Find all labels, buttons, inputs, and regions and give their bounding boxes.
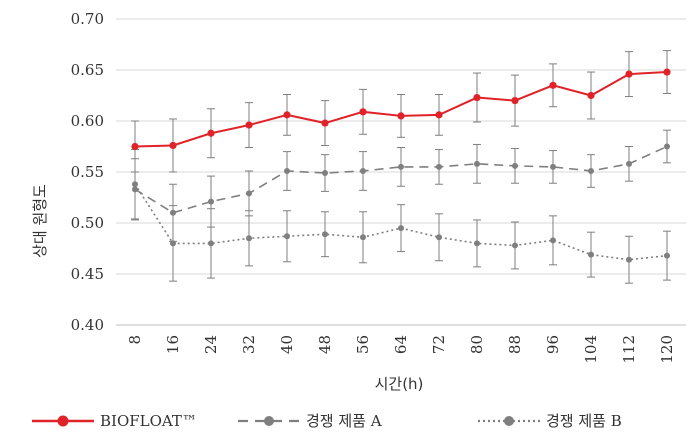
data-point	[132, 186, 138, 193]
data-point	[360, 167, 366, 174]
data-point	[322, 170, 328, 177]
data-point	[436, 163, 442, 170]
series-line	[134, 145, 668, 214]
y-axis-ticks: 0.40 0.45 0.50 0.55 0.60 0.65 0.70	[71, 10, 104, 334]
data-point	[170, 240, 176, 247]
x-tick-label: 112	[620, 335, 638, 364]
data-point	[436, 234, 442, 241]
x-tick-label: 72	[430, 335, 448, 354]
y-tick-label: 0.55	[71, 163, 104, 181]
y-tick-label: 0.60	[71, 112, 104, 130]
legend-marker	[264, 416, 274, 426]
x-tick-label: 56	[354, 335, 372, 354]
x-axis: 8 16 24 32 40 48 56 64 72 80 88 96 104 112 120	[116, 324, 686, 364]
legend-item-1: BIOFLOAT™	[32, 412, 197, 430]
data-point	[321, 119, 329, 127]
data-point	[283, 111, 291, 119]
x-tick-label: 64	[392, 335, 410, 354]
data-point	[360, 234, 366, 241]
legend-label: 경쟁 제품 A	[306, 412, 382, 430]
x-tick-label: 16	[164, 335, 182, 354]
data-point	[626, 256, 632, 263]
x-tick-label: 8	[126, 335, 144, 345]
legend-marker	[504, 416, 514, 426]
legend-item-3: 경쟁 제품 B	[478, 412, 622, 430]
series-2	[131, 129, 671, 242]
y-tick-label: 0.45	[71, 265, 104, 283]
data-point	[512, 242, 518, 249]
legend-item-2: 경쟁 제품 A	[238, 412, 382, 430]
data-point	[511, 97, 519, 105]
x-tick-label: 88	[506, 335, 524, 354]
data-point	[397, 112, 405, 120]
x-tick-label: 96	[544, 335, 562, 354]
data-point	[474, 240, 480, 247]
data-point	[245, 121, 253, 129]
data-point	[664, 252, 670, 259]
x-tick-label: 40	[278, 335, 296, 354]
data-point	[131, 142, 139, 151]
series-3	[131, 149, 671, 284]
data-point	[435, 111, 443, 119]
data-point	[170, 209, 176, 216]
data-point	[246, 190, 252, 197]
data-point	[246, 235, 252, 242]
data-point	[550, 237, 556, 244]
data-point	[663, 68, 671, 76]
series-line	[134, 183, 668, 261]
series-1	[131, 50, 671, 173]
x-tick-label: 104	[582, 335, 600, 364]
legend-marker	[57, 415, 69, 427]
data-point	[549, 81, 557, 89]
data-point	[208, 240, 214, 247]
data-point	[284, 167, 290, 174]
data-point	[322, 231, 328, 238]
legend: BIOFLOAT™ 경쟁 제품 A 경쟁 제품 B	[32, 412, 622, 430]
x-tick-label: 80	[468, 335, 486, 354]
y-tick-label: 0.40	[71, 316, 104, 334]
data-point	[626, 160, 632, 167]
data-point	[512, 162, 518, 169]
y-tick-label: 0.50	[71, 214, 104, 232]
y-tick-label: 0.65	[71, 61, 104, 79]
data-point	[625, 70, 633, 78]
data-point	[359, 108, 367, 116]
data-point	[550, 163, 556, 170]
data-point	[207, 129, 215, 137]
data-point	[208, 198, 214, 205]
y-tick-label: 0.70	[71, 10, 104, 28]
series-layer	[131, 50, 671, 284]
data-point	[664, 143, 670, 150]
data-point	[474, 160, 480, 167]
legend-label: BIOFLOAT™	[100, 412, 197, 430]
y-axis-title: 상대 원형도	[31, 184, 49, 258]
x-tick-label: 120	[658, 335, 676, 364]
data-point	[398, 225, 404, 232]
data-point	[284, 233, 290, 240]
x-tick-label: 32	[240, 335, 258, 354]
data-point	[473, 93, 481, 102]
x-tick-label: 48	[316, 335, 334, 354]
data-point	[588, 251, 594, 258]
data-point	[588, 167, 594, 174]
data-point	[587, 91, 595, 100]
x-axis-title: 시간(h)	[375, 375, 424, 393]
x-tick-label: 24	[202, 335, 220, 354]
data-point	[169, 141, 177, 150]
legend-label: 경쟁 제품 B	[546, 412, 622, 430]
data-point	[398, 163, 404, 170]
